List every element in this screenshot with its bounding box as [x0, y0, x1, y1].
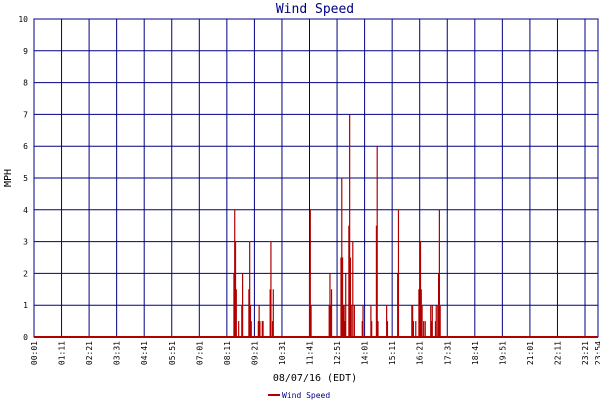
- x-tick-label: 12:51: [333, 341, 342, 365]
- y-tick-label: 3: [23, 238, 28, 247]
- y-tick-label: 7: [23, 110, 28, 119]
- chart-title: Wind Speed: [276, 2, 354, 17]
- x-tick-label: 21:01: [526, 341, 535, 365]
- y-tick-label: 8: [23, 79, 28, 88]
- y-tick-label: 9: [23, 47, 28, 56]
- grid-lines: [33, 18, 599, 338]
- x-tick-label: 17:31: [443, 341, 452, 365]
- x-tick-label: 08:11: [223, 341, 232, 365]
- x-tick-label: 11:41: [306, 341, 315, 365]
- x-tick-label: 07:01: [195, 341, 204, 365]
- x-tick-label: 19:51: [498, 341, 507, 365]
- x-tick-label: 02:21: [85, 341, 94, 365]
- x-tick-label: 05:51: [168, 341, 177, 365]
- x-tick-label: 14:01: [361, 341, 370, 365]
- y-tick-labels: 0 1 2 3 4 5 6 7 8 9 10: [18, 15, 28, 342]
- y-tick-label: 2: [23, 269, 28, 278]
- x-tick-label: 23:54: [594, 341, 600, 365]
- x-tick-label: 15:11: [388, 341, 397, 365]
- y-tick-label: 0: [23, 333, 28, 342]
- legend: Wind Speed: [268, 391, 330, 400]
- x-tick-label: 01:11: [58, 341, 67, 365]
- x-tick-label: 16:21: [416, 341, 425, 365]
- y-tick-label: 4: [23, 206, 28, 215]
- x-tick-labels: 00:01 01:11 02:21 03:31 04:41 05:51 07:01 08:11…: [30, 341, 600, 365]
- x-tick-label: 18:41: [471, 341, 480, 365]
- x-tick-label: 23:21: [581, 341, 590, 365]
- legend-label: Wind Speed: [282, 391, 330, 400]
- y-tick-label: 10: [18, 15, 28, 24]
- x-tick-label: 04:41: [140, 341, 149, 365]
- x-tick-label: 22:11: [553, 341, 562, 365]
- x-tick-label: 09:21: [250, 341, 259, 365]
- series-bars: [34, 114, 598, 338]
- y-tick-label: 5: [23, 174, 28, 183]
- y-axis-label: MPH: [3, 169, 14, 187]
- x-axis-label: 08/07/16 (EDT): [273, 373, 357, 384]
- x-tick-label: 00:01: [30, 341, 39, 365]
- y-tick-label: 1: [23, 301, 28, 310]
- y-tick-label: 6: [23, 142, 28, 151]
- x-tick-label: 03:31: [113, 341, 122, 365]
- x-tick-label: 10:31: [278, 341, 287, 365]
